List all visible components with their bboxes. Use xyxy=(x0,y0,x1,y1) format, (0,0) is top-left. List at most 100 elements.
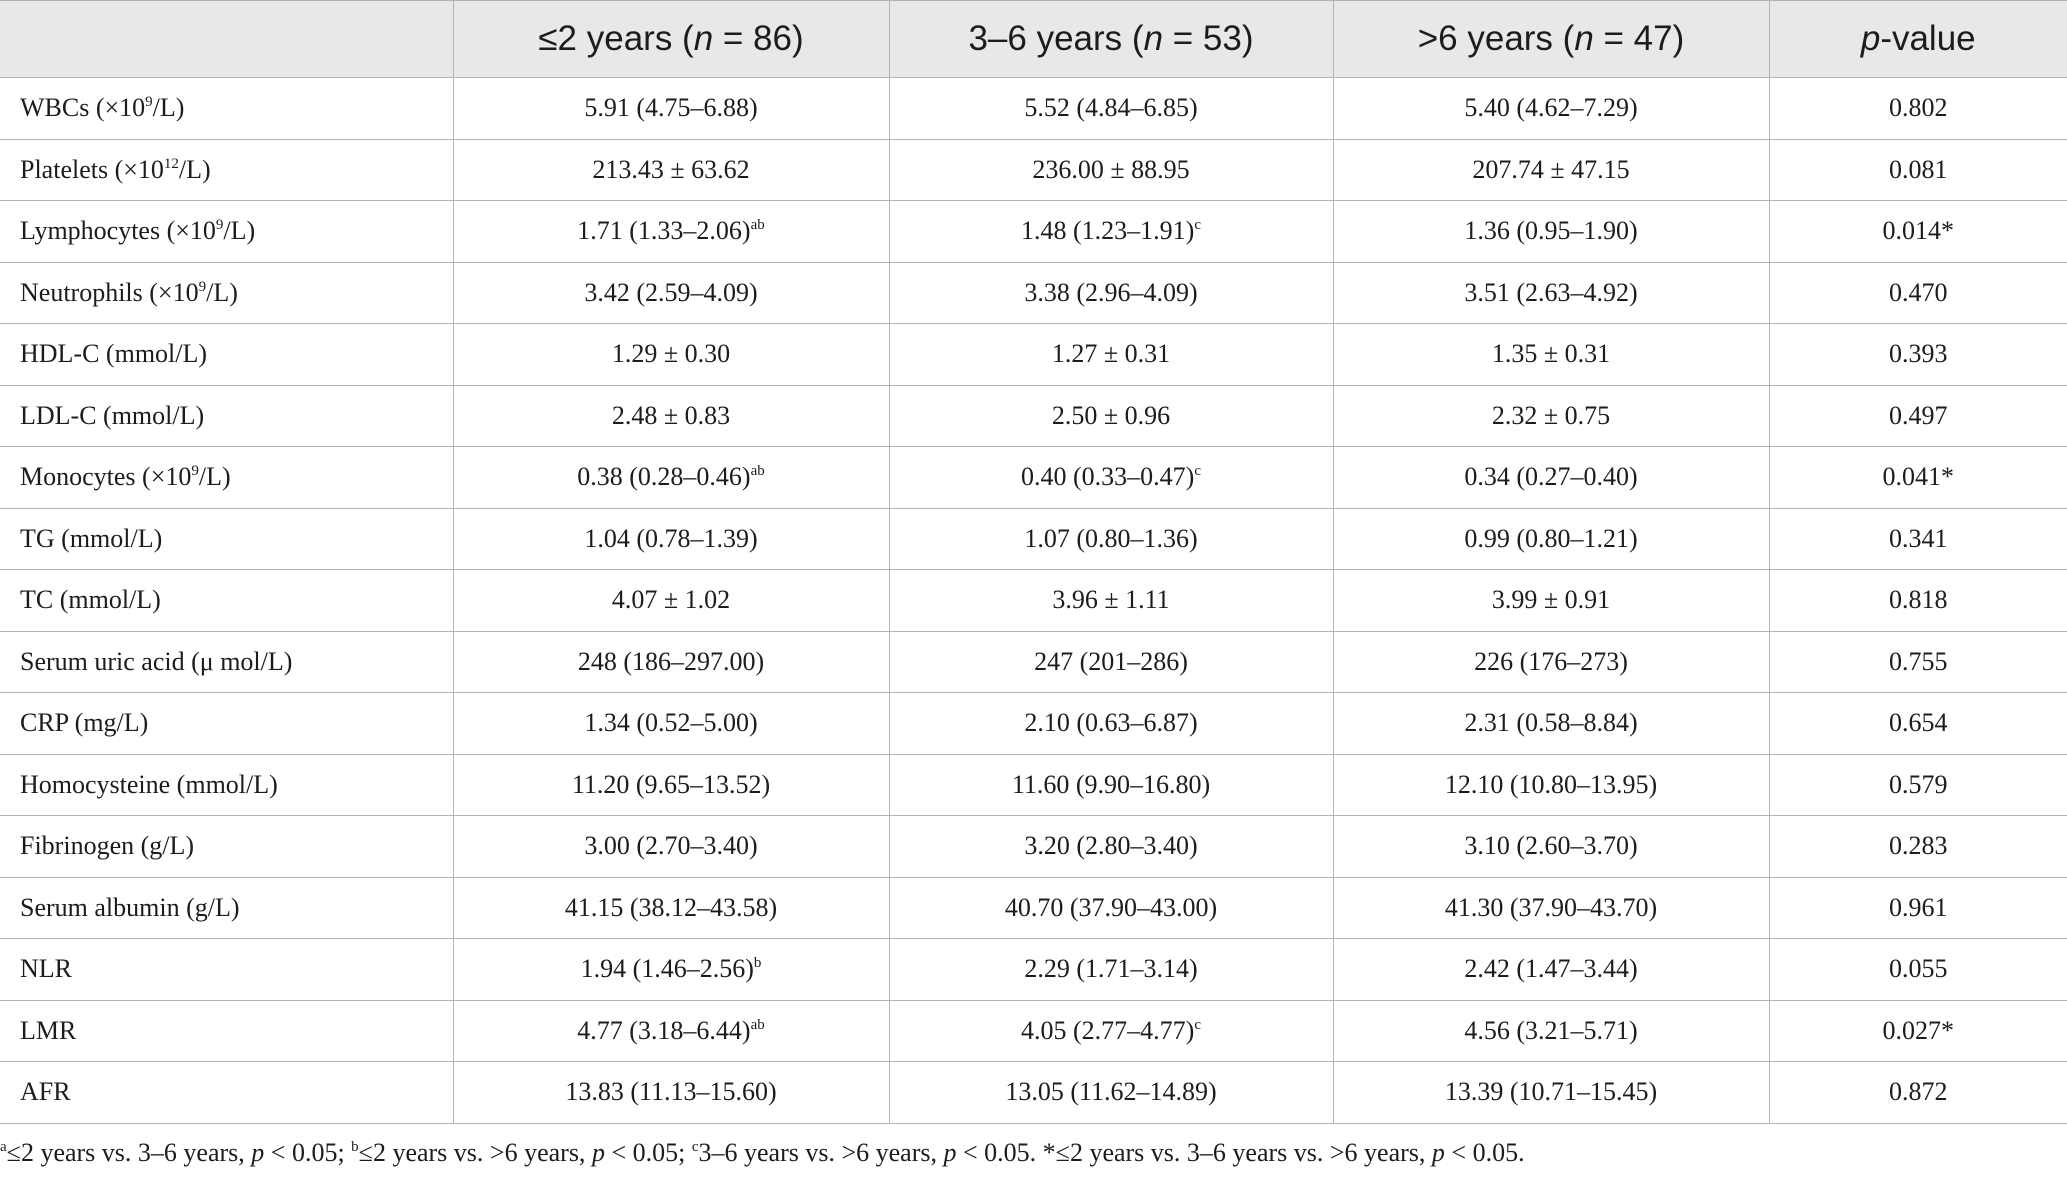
cell-value: 4.07 ± 1.02 xyxy=(611,585,731,615)
row-label: WBCs (×109/L) xyxy=(0,77,454,140)
cell-gt6-years: 226 (176–273) xyxy=(1333,631,1770,693)
cell-p-value: 0.872 xyxy=(1769,1061,2067,1124)
table-row: CRP (mg/L) 1.34 (0.52–5.00) 2.10 (0.63–6.8… xyxy=(0,692,2067,755)
table-row: Homocysteine (mmol/L) 11.20 (9.65–13.52) 1… xyxy=(0,754,2067,816)
cell-3to6-years: 3.96 ± 1.11 xyxy=(889,569,1334,632)
cell-value: 3.38 (2.96–4.09) xyxy=(1024,277,1198,307)
cell-value: 0.014* xyxy=(1882,216,1955,246)
cell-gt6-years: 1.35 ± 0.31 xyxy=(1333,323,1770,386)
row-label: NLR xyxy=(0,938,454,1001)
cell-value: 1.07 (0.80–1.36) xyxy=(1024,523,1198,553)
row-label-text: TG (mmol/L) xyxy=(20,523,163,553)
table-row: Platelets (×1012/L) 213.43 ± 63.62 236.00 … xyxy=(0,139,2067,201)
table-row: Serum albumin (g/L) 41.15 (38.12–43.58) 40… xyxy=(0,877,2067,939)
cell-le2-years: 1.34 (0.52–5.00) xyxy=(453,692,890,755)
cell-3to6-years: 2.10 (0.63–6.87) xyxy=(889,692,1334,755)
cell-p-value: 0.283 xyxy=(1769,815,2067,878)
cell-value: 0.579 xyxy=(1889,769,1948,799)
cell-value: 41.30 (37.90–43.70) xyxy=(1444,892,1658,922)
table-row: HDL-C (mmol/L) 1.29 ± 0.30 1.27 ± 0.31 1.35… xyxy=(0,323,2067,386)
table-row: LDL-C (mmol/L) 2.48 ± 0.83 2.50 ± 0.96 2.32… xyxy=(0,385,2067,447)
cell-value: 3.10 (2.60–3.70) xyxy=(1464,831,1638,861)
table-row: Monocytes (×109/L) 0.38 (0.28–0.46)ab 0.40… xyxy=(0,446,2067,509)
cell-value: 207.74 ± 47.15 xyxy=(1472,154,1630,184)
cell-value: 1.34 (0.52–5.00) xyxy=(584,708,758,738)
cell-value: 2.50 ± 0.96 xyxy=(1051,400,1171,430)
cell-le2-years: 0.38 (0.28–0.46)ab xyxy=(453,446,890,509)
cell-value: 1.48 (1.23–1.91) xyxy=(1021,216,1195,246)
cell-value: 0.027* xyxy=(1882,1015,1955,1045)
row-label: AFR xyxy=(0,1061,454,1124)
cell-le2-years: 1.29 ± 0.30 xyxy=(453,323,890,386)
cell-value: 12.10 (10.80–13.95) xyxy=(1444,769,1658,799)
row-label-text: Neutrophils (×10 xyxy=(20,277,199,307)
cell-value: 0.38 (0.28–0.46) xyxy=(577,462,751,492)
cell-value: 4.05 (2.77–4.77) xyxy=(1021,1015,1195,1045)
cell-p-value: 0.579 xyxy=(1769,754,2067,816)
cell-le2-years: 41.15 (38.12–43.58) xyxy=(453,877,890,939)
row-label-text: HDL-C (mmol/L) xyxy=(20,339,208,369)
cell-p-value: 0.470 xyxy=(1769,262,2067,324)
cell-value: 0.755 xyxy=(1889,646,1948,676)
cell-value: 3.00 (2.70–3.40) xyxy=(584,831,758,861)
cell-le2-years: 4.77 (3.18–6.44)ab xyxy=(453,1000,890,1062)
lab-results-table: ≤2 years (n = 86) 3–6 years (n = 53) >6 … xyxy=(0,0,2067,1124)
row-label-text: CRP (mg/L) xyxy=(20,708,149,738)
cell-3to6-years: 1.27 ± 0.31 xyxy=(889,323,1334,386)
cell-value: 0.393 xyxy=(1889,339,1948,369)
cell-value: 13.39 (10.71–15.45) xyxy=(1444,1077,1658,1107)
cell-3to6-years: 3.20 (2.80–3.40) xyxy=(889,815,1334,878)
cell-value: 1.71 (1.33–2.06) xyxy=(577,216,751,246)
row-label: Lymphocytes (×109/L) xyxy=(0,200,454,263)
cell-value: 0.470 xyxy=(1889,277,1948,307)
cell-gt6-years: 2.42 (1.47–3.44) xyxy=(1333,938,1770,1001)
cell-value: 2.42 (1.47–3.44) xyxy=(1464,954,1638,984)
cell-value: 41.15 (38.12–43.58) xyxy=(564,892,778,922)
cell-value: 0.872 xyxy=(1889,1077,1948,1107)
cell-gt6-years: 0.34 (0.27–0.40) xyxy=(1333,446,1770,509)
cell-value: 0.818 xyxy=(1889,585,1948,615)
cell-value: 0.041* xyxy=(1882,462,1955,492)
row-label-text: WBCs (×10 xyxy=(20,93,146,123)
table-row: NLR 1.94 (1.46–2.56)b 2.29 (1.71–3.14) 2.42… xyxy=(0,938,2067,1001)
table-body: WBCs (×109/L) 5.91 (4.75–6.88) 5.52 (4.84–… xyxy=(0,77,2067,1124)
cell-gt6-years: 207.74 ± 47.15 xyxy=(1333,139,1770,201)
row-label-text: Platelets (×10 xyxy=(20,154,164,184)
cell-p-value: 0.961 xyxy=(1769,877,2067,939)
cell-gt6-years: 3.99 ± 0.91 xyxy=(1333,569,1770,632)
cell-value: 2.31 (0.58–8.84) xyxy=(1464,708,1638,738)
cell-le2-years: 13.83 (11.13–15.60) xyxy=(453,1061,890,1124)
row-label: Neutrophils (×109/L) xyxy=(0,262,454,324)
cell-gt6-years: 41.30 (37.90–43.70) xyxy=(1333,877,1770,939)
cell-gt6-years: 2.31 (0.58–8.84) xyxy=(1333,692,1770,755)
cell-value: 248 (186–297.00) xyxy=(577,646,765,676)
row-label-text: Homocysteine (mmol/L) xyxy=(20,769,278,799)
row-label-text: NLR xyxy=(20,954,72,984)
row-label-exponent: 9 xyxy=(145,94,153,111)
row-label-unit: /L) xyxy=(152,93,185,123)
row-label-text: LDL-C (mmol/L) xyxy=(20,400,205,430)
cell-gt6-years: 5.40 (4.62–7.29) xyxy=(1333,77,1770,140)
cell-p-value: 0.341 xyxy=(1769,508,2067,570)
header-p-value: p-value xyxy=(1769,0,2067,78)
row-label-text: Serum uric acid (μ mol/L) xyxy=(20,646,293,676)
table-row: Fibrinogen (g/L) 3.00 (2.70–3.40) 3.20 (2.… xyxy=(0,815,2067,878)
cell-significance-mark: ab xyxy=(750,463,765,480)
table-row: Serum uric acid (μ mol/L) 248 (186–297.00… xyxy=(0,631,2067,693)
cell-value: 236.00 ± 88.95 xyxy=(1032,154,1190,184)
header-variable xyxy=(0,0,454,78)
cell-significance-mark: c xyxy=(1194,463,1201,480)
cell-value: 3.42 (2.59–4.09) xyxy=(584,277,758,307)
cell-p-value: 0.014* xyxy=(1769,200,2067,263)
cell-value: 1.27 ± 0.31 xyxy=(1051,339,1171,369)
cell-3to6-years: 236.00 ± 88.95 xyxy=(889,139,1334,201)
cell-p-value: 0.081 xyxy=(1769,139,2067,201)
cell-gt6-years: 13.39 (10.71–15.45) xyxy=(1333,1061,1770,1124)
row-label-exponent: 9 xyxy=(215,217,224,234)
cell-le2-years: 1.94 (1.46–2.56)b xyxy=(453,938,890,1001)
cell-value: 0.99 (0.80–1.21) xyxy=(1464,523,1638,553)
row-label-exponent: 12 xyxy=(163,155,179,172)
cell-3to6-years: 2.50 ± 0.96 xyxy=(889,385,1334,447)
table-footnote: a≤2 years vs. 3–6 years, p < 0.05; b≤2 y… xyxy=(0,1138,1525,1167)
